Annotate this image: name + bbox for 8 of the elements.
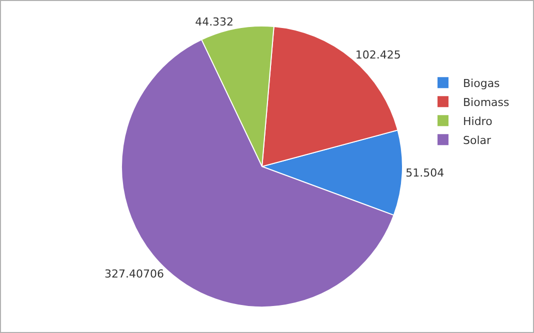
data-label: 51.504 — [406, 166, 444, 180]
legend-label: Hidro — [463, 114, 493, 128]
legend-label: Solar — [463, 134, 492, 147]
data-label: 327.40706 — [104, 267, 164, 280]
data-label: 102.425 — [355, 48, 401, 62]
legend-label: Biomass — [463, 96, 510, 109]
legend-label: Biogas — [463, 76, 500, 90]
data-label: 44.332 — [195, 15, 234, 28]
